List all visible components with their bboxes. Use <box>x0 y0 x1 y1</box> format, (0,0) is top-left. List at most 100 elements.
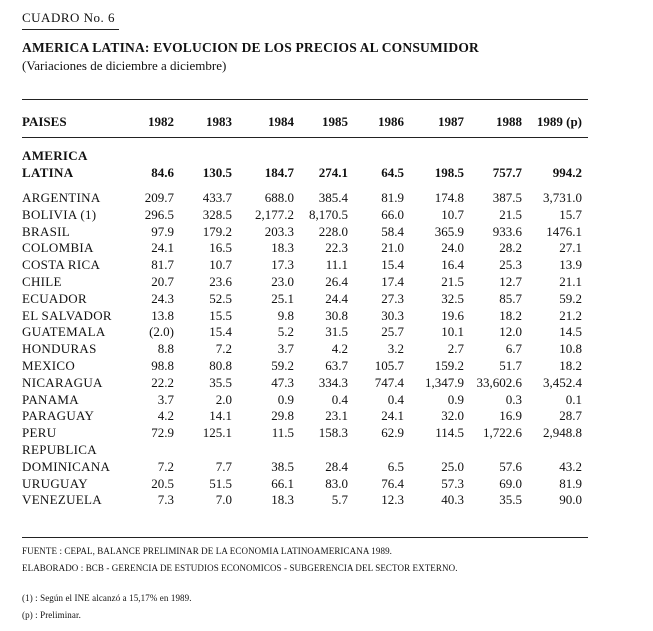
table-cell: 14.1 <box>209 408 232 424</box>
table-cell: 5.7 <box>331 492 348 508</box>
footnote-1: (1) : Según el INE alcanzó a 15,17% en 1… <box>22 593 192 603</box>
table-cell: 10.7 <box>441 206 464 222</box>
table-cell: 19.6 <box>441 307 464 323</box>
table-cell: 32.5 <box>441 290 464 306</box>
row-label: EL SALVADOR <box>22 307 112 323</box>
year-header: 1984 <box>268 114 294 129</box>
row-label: COSTA RICA <box>22 257 101 273</box>
table-cell: 23.1 <box>325 408 348 424</box>
row-label: AMERICA <box>22 148 88 163</box>
table-cell: 64.5 <box>381 165 404 180</box>
table-cell: 20.5 <box>151 475 174 491</box>
table-cell: 35.5 <box>499 492 522 508</box>
year-header: 1987 <box>438 114 464 129</box>
table-cell: 21.5 <box>441 274 464 289</box>
table-cell: 296.5 <box>144 206 174 222</box>
table-cell: 63.7 <box>325 358 348 373</box>
table-cell: 12.7 <box>499 274 522 289</box>
table-cell: 7.2 <box>157 458 174 474</box>
table-cell: 27.1 <box>559 240 582 256</box>
table-cell: 2,948.8 <box>543 425 582 441</box>
table-cell: 2,177.2 <box>255 206 294 222</box>
table-cell: 747.4 <box>374 374 404 390</box>
table-cell: 26.4 <box>325 274 348 289</box>
table-cell: 7.7 <box>215 458 232 474</box>
table-cell: 228.0 <box>318 223 348 239</box>
table-cell: 29.8 <box>271 408 294 424</box>
table-cell: 84.6 <box>151 165 174 180</box>
table-cell: 158.3 <box>318 425 348 441</box>
table-cell: 15.4 <box>209 324 232 340</box>
table-cell: 0.4 <box>331 391 348 407</box>
footnote-p: (p) : Preliminar. <box>22 610 81 620</box>
table-cell: 62.9 <box>381 425 404 441</box>
table-cell: 15.4 <box>381 257 404 273</box>
table-cell: 83.0 <box>325 475 348 491</box>
table-cell: 28.2 <box>499 240 522 256</box>
row-label: URUGUAY <box>22 475 88 491</box>
row-label: ECUADOR <box>22 290 87 306</box>
table-cell: 688.0 <box>264 190 294 205</box>
row-label: ARGENTINA <box>22 190 101 205</box>
table-cell: 81.9 <box>381 190 404 205</box>
table-cell: 85.7 <box>499 290 522 306</box>
row-label: VENEZUELA <box>22 492 102 508</box>
table-cell: 59.2 <box>559 290 582 306</box>
table-cell: 33,602.6 <box>476 374 523 390</box>
table-cell: 38.5 <box>271 458 294 474</box>
table-cell: 7.3 <box>157 492 174 508</box>
table-cell: 25.3 <box>499 257 522 273</box>
table-cell: 52.5 <box>209 290 232 306</box>
table-cell: 25.0 <box>441 458 464 474</box>
table-cell: 16.5 <box>209 240 232 256</box>
table-cell: 184.7 <box>264 165 294 180</box>
table-cell: 3,731.0 <box>543 190 582 205</box>
table-cell: 2.0 <box>215 391 232 407</box>
table-cell: 174.8 <box>434 190 464 205</box>
table-cell: 334.3 <box>318 374 348 390</box>
table-cell: 98.8 <box>151 358 174 373</box>
table-cell: 25.1 <box>271 290 294 306</box>
table-cell: 23.6 <box>209 274 232 289</box>
table-cell: 27.3 <box>381 290 404 306</box>
table-cell: 328.5 <box>202 206 232 222</box>
source-note: FUENTE : CEPAL, BALANCE PRELIMINAR DE LA… <box>22 546 393 556</box>
cuadro-number: CUADRO No. 6 <box>22 10 116 25</box>
year-header: 1985 <box>322 114 348 129</box>
row-label: HONDURAS <box>22 341 97 357</box>
table-cell: 6.5 <box>387 458 404 474</box>
table-cell: 1,722.6 <box>483 425 522 441</box>
table-cell: 114.5 <box>435 425 464 441</box>
table-cell: 11.5 <box>271 425 294 441</box>
table-cell: 24.0 <box>441 240 464 256</box>
table-cell: 13.8 <box>151 307 174 323</box>
table-cell: 22.3 <box>325 240 348 256</box>
table-cell: 18.3 <box>271 492 294 508</box>
row-label: NICARAGUA <box>22 374 103 390</box>
table-cell: 58.4 <box>381 223 404 239</box>
table-cell: 8.8 <box>157 341 174 357</box>
row-label: CHILE <box>22 274 62 289</box>
table-cell: 24.3 <box>151 290 174 306</box>
table-cell: 24.1 <box>381 408 404 424</box>
table-cell: 0.1 <box>565 391 582 407</box>
table-cell: 209.7 <box>144 190 174 205</box>
table-cell: 32.0 <box>441 408 464 424</box>
table-cell: 3.7 <box>157 391 174 407</box>
table-cell: 66.1 <box>271 475 294 491</box>
table-cell: 433.7 <box>202 190 232 205</box>
table-cell: 21.1 <box>559 274 582 289</box>
table-subtitle: (Variaciones de diciembre a diciembre) <box>22 58 227 73</box>
table-cell: 757.7 <box>492 165 522 180</box>
table-cell: 18.3 <box>271 240 294 256</box>
table-cell: 57.3 <box>441 475 464 491</box>
table-cell: 4.2 <box>331 341 348 357</box>
table-cell: 0.3 <box>505 391 522 407</box>
table-cell: 105.7 <box>374 358 404 373</box>
table-cell: 43.2 <box>559 458 582 474</box>
table-cell: 69.0 <box>499 475 522 491</box>
row-label: GUATEMALA <box>22 324 106 340</box>
table-cell: 31.5 <box>325 324 348 340</box>
row-label: PARAGUAY <box>22 408 95 424</box>
